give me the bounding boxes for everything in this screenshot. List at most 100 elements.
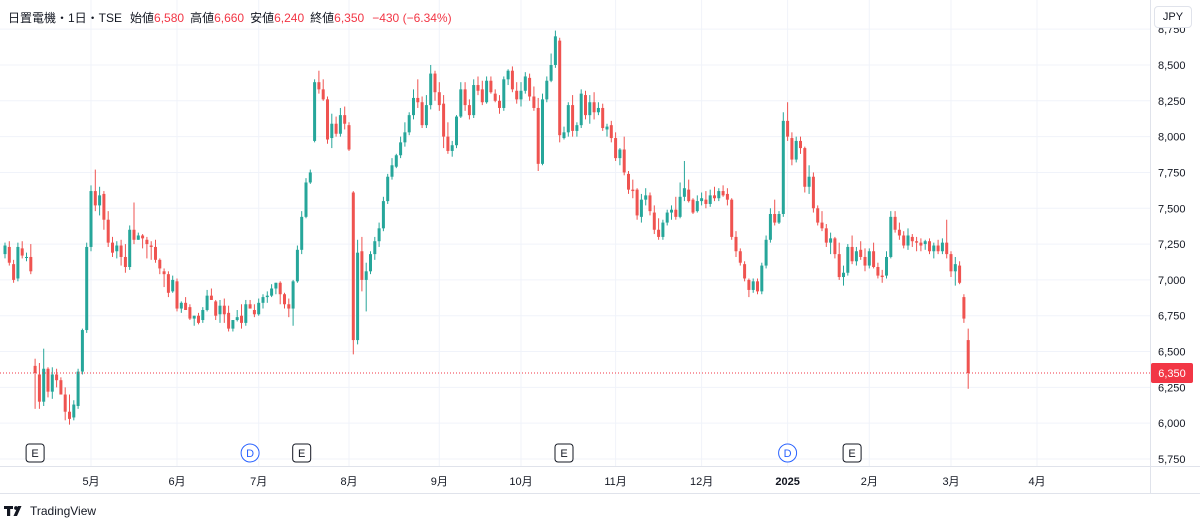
candle[interactable] xyxy=(343,106,347,130)
candle[interactable] xyxy=(829,232,833,255)
candle[interactable] xyxy=(145,236,149,259)
candle[interactable] xyxy=(906,228,910,250)
candle[interactable] xyxy=(192,315,196,326)
candle[interactable] xyxy=(136,232,140,240)
candle[interactable] xyxy=(893,211,897,233)
candle[interactable] xyxy=(571,95,575,137)
candle[interactable] xyxy=(42,348,46,406)
candle[interactable] xyxy=(678,182,682,219)
candle[interactable] xyxy=(50,367,54,399)
candle[interactable] xyxy=(351,191,355,355)
candle[interactable] xyxy=(304,178,308,219)
candle[interactable] xyxy=(928,238,931,255)
candle[interactable] xyxy=(98,186,102,216)
candle[interactable] xyxy=(498,95,501,114)
candle[interactable] xyxy=(141,234,145,249)
candle[interactable] xyxy=(652,205,656,235)
candle[interactable] xyxy=(106,211,110,247)
candle[interactable] xyxy=(321,79,325,101)
candle[interactable] xyxy=(674,196,678,220)
candle[interactable] xyxy=(80,328,84,375)
candle[interactable] xyxy=(751,278,755,293)
candle[interactable] xyxy=(68,394,71,425)
candle[interactable] xyxy=(493,89,497,103)
candle[interactable] xyxy=(605,123,609,137)
candle[interactable] xyxy=(713,186,716,202)
candle[interactable] xyxy=(682,160,686,202)
candle[interactable] xyxy=(872,242,876,269)
candle[interactable] xyxy=(885,251,888,279)
candle[interactable] xyxy=(579,89,583,129)
candle[interactable] xyxy=(295,245,299,283)
currency-button[interactable]: JPY xyxy=(1154,6,1192,28)
candle[interactable] xyxy=(945,219,949,259)
candle[interactable] xyxy=(166,271,170,298)
candle[interactable] xyxy=(308,169,312,184)
candle[interactable] xyxy=(261,294,265,309)
candle[interactable] xyxy=(811,172,815,213)
candle[interactable] xyxy=(700,192,704,206)
candle[interactable] xyxy=(149,241,153,260)
candle[interactable] xyxy=(364,262,368,312)
candle[interactable] xyxy=(953,256,957,286)
candle[interactable] xyxy=(128,225,132,270)
tradingview-brand[interactable]: TradingView xyxy=(4,504,96,518)
dividend-marker[interactable]: D xyxy=(240,443,260,463)
candle[interactable] xyxy=(584,90,587,120)
candle[interactable] xyxy=(687,179,691,203)
candle[interactable] xyxy=(334,116,338,137)
candle[interactable] xyxy=(338,107,342,137)
candle[interactable] xyxy=(25,252,28,262)
candle[interactable] xyxy=(300,211,304,255)
candle[interactable] xyxy=(16,242,20,282)
candle[interactable] xyxy=(123,244,127,273)
candle[interactable] xyxy=(450,140,454,157)
candle[interactable] xyxy=(949,251,953,278)
candle[interactable] xyxy=(291,279,295,326)
candle[interactable] xyxy=(842,265,845,286)
candle[interactable] xyxy=(794,136,798,163)
candle[interactable] xyxy=(880,269,884,283)
earnings-marker[interactable]: E xyxy=(25,443,45,463)
candle[interactable] xyxy=(790,132,794,166)
candle[interactable] xyxy=(76,368,80,409)
candle[interactable] xyxy=(837,242,841,280)
candle[interactable] xyxy=(609,120,613,143)
candle[interactable] xyxy=(257,298,261,316)
candle[interactable] xyxy=(532,86,536,111)
candle[interactable] xyxy=(433,70,437,101)
candles[interactable] xyxy=(3,30,970,425)
candle[interactable] xyxy=(188,304,192,321)
candle[interactable] xyxy=(923,239,927,250)
candle[interactable] xyxy=(179,301,183,313)
candle[interactable] xyxy=(12,259,16,283)
candle[interactable] xyxy=(46,367,50,398)
candle[interactable] xyxy=(214,299,218,321)
candle[interactable] xyxy=(278,281,282,305)
candle[interactable] xyxy=(326,96,329,144)
candle[interactable] xyxy=(205,289,209,312)
candle[interactable] xyxy=(725,188,729,206)
candle[interactable] xyxy=(897,222,901,240)
candle[interactable] xyxy=(627,171,630,194)
candle[interactable] xyxy=(55,368,59,388)
candle[interactable] xyxy=(562,126,566,140)
candle[interactable] xyxy=(369,251,372,275)
candle[interactable] xyxy=(459,82,463,118)
earnings-marker[interactable]: E xyxy=(842,443,862,463)
candle[interactable] xyxy=(85,242,89,333)
candle[interactable] xyxy=(476,76,480,96)
candle[interactable] xyxy=(919,238,923,252)
candle[interactable] xyxy=(631,179,635,199)
candle[interactable] xyxy=(416,79,420,108)
candle[interactable] xyxy=(618,148,622,166)
candle[interactable] xyxy=(270,284,274,298)
candle[interactable] xyxy=(820,211,824,232)
candle[interactable] xyxy=(394,153,398,169)
symbol-title[interactable]: 日置電機・1日・TSE xyxy=(8,11,123,25)
candle[interactable] xyxy=(966,328,970,389)
candle[interactable] xyxy=(743,261,747,282)
